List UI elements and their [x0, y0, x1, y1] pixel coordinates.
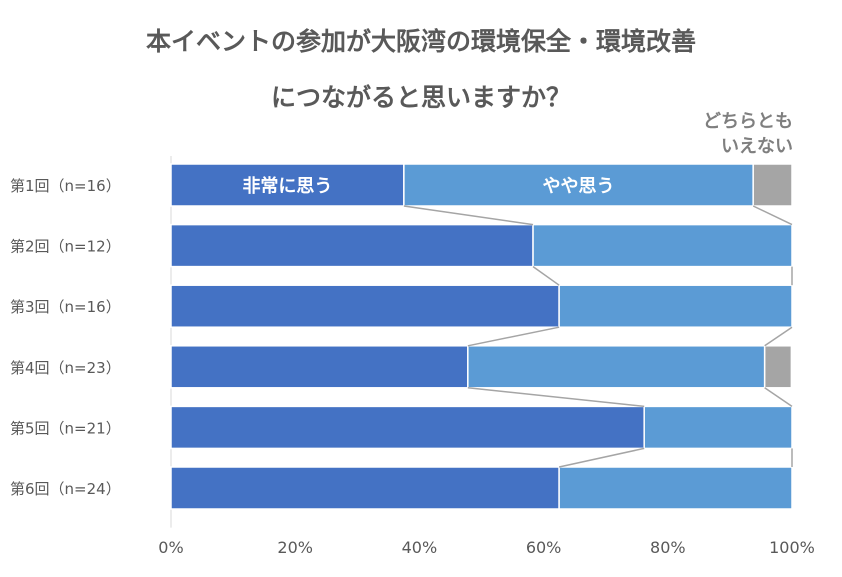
bar-segment-somewhat	[643, 405, 793, 450]
x-tick-label: 0%	[158, 538, 183, 557]
category-label: 第6回（n=24）	[10, 480, 121, 498]
x-tick-label: 80%	[650, 538, 686, 557]
legend-label-neutral-line-1: どちらとも	[703, 111, 793, 132]
category-label: 第5回（n=21）	[10, 419, 121, 437]
data-label-somewhat: やや思う	[543, 176, 615, 197]
chart-title-line-1: 本イベントの参加が大阪湾の環境保全・環境改善	[146, 27, 696, 56]
x-tick-label: 100%	[769, 538, 815, 557]
series-line	[764, 387, 793, 408]
series-line	[467, 387, 645, 408]
series-line	[403, 205, 534, 226]
bar-segment-very-much	[170, 284, 560, 328]
legend-label-neutral-line-2: いえない	[721, 136, 793, 157]
data-label-very-much: 非常に思う	[242, 175, 332, 197]
bar-segment-neutral	[763, 345, 793, 389]
bar-segment-somewhat	[467, 345, 766, 389]
bar-segment-very-much	[170, 223, 534, 268]
category-label: 第3回（n=16）	[10, 298, 121, 316]
bar-segment-somewhat	[558, 284, 793, 328]
chart-title-line-2: につながると思いますか？	[271, 83, 571, 112]
bar-segment-very-much	[170, 466, 560, 510]
x-tick-label: 20%	[277, 538, 313, 557]
x-tick-label: 60%	[526, 538, 562, 557]
bar-segment-very-much	[170, 405, 645, 450]
series-line	[752, 205, 793, 226]
series-line	[532, 265, 560, 286]
bar-segment-somewhat	[532, 223, 793, 268]
category-label: 第2回（n=12）	[10, 238, 121, 256]
series-line	[764, 326, 793, 347]
bar-segment-somewhat	[558, 466, 793, 510]
category-label: 第4回（n=23）	[10, 359, 121, 377]
series-line	[558, 447, 645, 468]
bar-segment-neutral	[752, 163, 793, 207]
x-tick-label: 40%	[402, 538, 438, 557]
bar-segment-somewhat	[403, 163, 754, 207]
series-line	[467, 326, 560, 347]
bar-segment-very-much	[170, 345, 469, 389]
category-label: 第1回（n=16）	[10, 177, 121, 195]
